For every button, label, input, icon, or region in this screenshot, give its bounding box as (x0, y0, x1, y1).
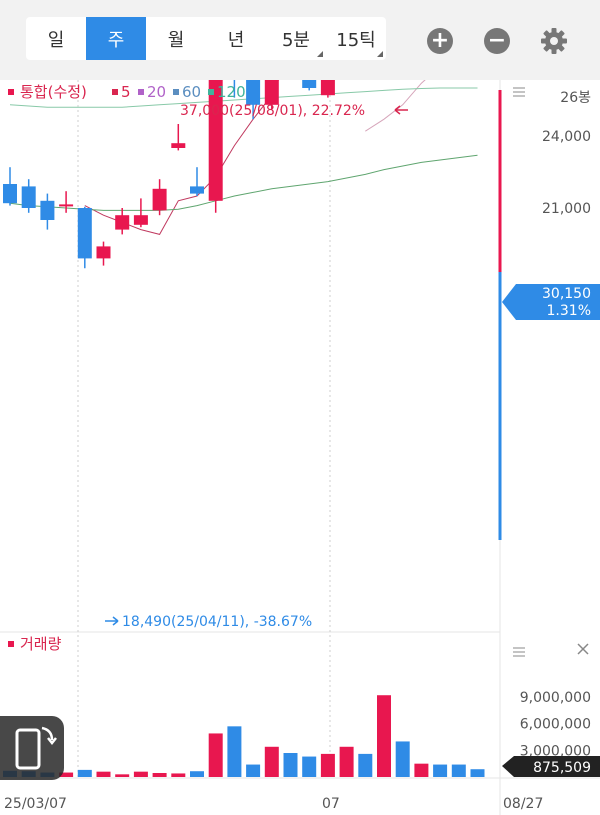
high-arrow-icon (394, 105, 408, 115)
volume-bar (302, 756, 317, 777)
candle-body (96, 246, 111, 259)
low-annotation: 18,490(25/04/11), -38.67% (122, 614, 312, 630)
tab-period-2[interactable]: 월 (167, 29, 185, 51)
volume-title: 거래량 (20, 635, 62, 653)
volume-tick-label: 9,000,000 (520, 690, 591, 706)
volume-bar (133, 771, 148, 777)
x-tick-label: 25/03/07 (4, 796, 67, 812)
volume-bar (96, 771, 111, 777)
candle-body (3, 184, 17, 204)
candle-body (115, 215, 130, 230)
x-tick-label: 08/27 (503, 796, 543, 812)
tab-period-4[interactable]: 5분 (266, 17, 326, 60)
ma-line-5 (84, 80, 279, 235)
volume-bar (246, 764, 261, 777)
rotate-icon (15, 726, 57, 770)
volume-bar (264, 746, 279, 777)
candle-body (21, 186, 36, 208)
low-arrow-icon (105, 616, 119, 626)
candle-count-label: 26봉 (560, 90, 591, 106)
volume-bar (152, 773, 167, 777)
tab-period-0[interactable]: 일 (47, 29, 65, 51)
candle-body (246, 80, 261, 105)
legend-ma-label: 5 (121, 83, 131, 101)
volume-bar (320, 753, 335, 777)
stock-chart[interactable]: 21,00024,00027,00033,00036,0003,000,0006… (0, 80, 600, 815)
volume-bar (358, 753, 373, 777)
dropdown-corner-icon (317, 51, 323, 57)
candle-body (171, 143, 186, 148)
plus-icon[interactable]: + (427, 28, 453, 54)
volume-bar (77, 769, 92, 777)
y-tick-label: 24,000 (542, 129, 591, 145)
volume-legend-marker (8, 641, 14, 647)
ma-line-60 (9, 154, 478, 211)
current-volume-label: 875,509 (533, 760, 591, 776)
volume-tick-label: 6,000,000 (520, 717, 591, 733)
volume-bar (59, 772, 74, 777)
candle-body (320, 80, 335, 96)
candle-body (77, 208, 92, 259)
ma-line-20 (365, 80, 426, 132)
legend-ma-label: 120 (217, 83, 246, 101)
volume-bar (339, 746, 354, 777)
tab-period-1[interactable]: 주 (86, 17, 146, 60)
current-price-tag (502, 284, 600, 320)
volume-bar (433, 764, 448, 777)
candle-body (40, 200, 55, 220)
volume-close-icon (577, 643, 589, 655)
high-annotation: 37,000(25/08/01), 22.72% (180, 103, 365, 119)
volume-bar (414, 763, 429, 777)
y-tick-label: 21,000 (542, 201, 591, 217)
dropdown-corner-icon (377, 51, 383, 57)
volume-bar (395, 741, 410, 777)
volume-bar (283, 753, 298, 777)
rotate-screen-button[interactable] (0, 716, 64, 780)
candle-body (59, 204, 74, 207)
volume-bar (451, 764, 466, 777)
minus-icon[interactable]: − (484, 28, 510, 54)
current-volume-tag (502, 756, 600, 777)
volume-bar (171, 773, 186, 777)
period-tabs: 일 주 월 년 5분 15틱 (26, 17, 386, 60)
x-tick-label: 07 (322, 796, 340, 812)
volume-bar (227, 726, 242, 777)
volume-bar (190, 771, 204, 777)
tab-period-5[interactable]: 15틱 (326, 17, 386, 60)
top-toolbar: 일 주 월 년 5분 15틱 + − (0, 0, 600, 80)
volume-bar (470, 769, 485, 777)
volume-bar (115, 774, 130, 777)
legend-ma-marker (112, 89, 118, 95)
legend-ma-label: 60 (182, 83, 201, 101)
candle-body (208, 80, 223, 201)
legend-marker (8, 89, 14, 95)
gear-icon[interactable] (539, 26, 569, 56)
legend-main-label: 통합(수정) (20, 83, 87, 101)
legend-ma-label: 20 (147, 83, 166, 101)
candle-body (302, 80, 317, 88)
candle-body (152, 188, 167, 211)
current-change-label: 1.31% (547, 303, 591, 319)
legend-ma-marker (173, 89, 179, 95)
current-price-label: 30,150 (542, 286, 591, 302)
legend-ma-marker (138, 89, 144, 95)
candle-body (133, 215, 148, 225)
candle-body (264, 80, 279, 105)
volume-bar (377, 695, 391, 777)
candle-body (190, 186, 204, 194)
tab-period-3[interactable]: 년 (227, 29, 245, 51)
legend-ma-marker (208, 89, 214, 95)
volume-tick-label: 3,000,000 (520, 743, 591, 759)
ma-line-120 (9, 87, 478, 108)
volume-bar (208, 733, 223, 777)
